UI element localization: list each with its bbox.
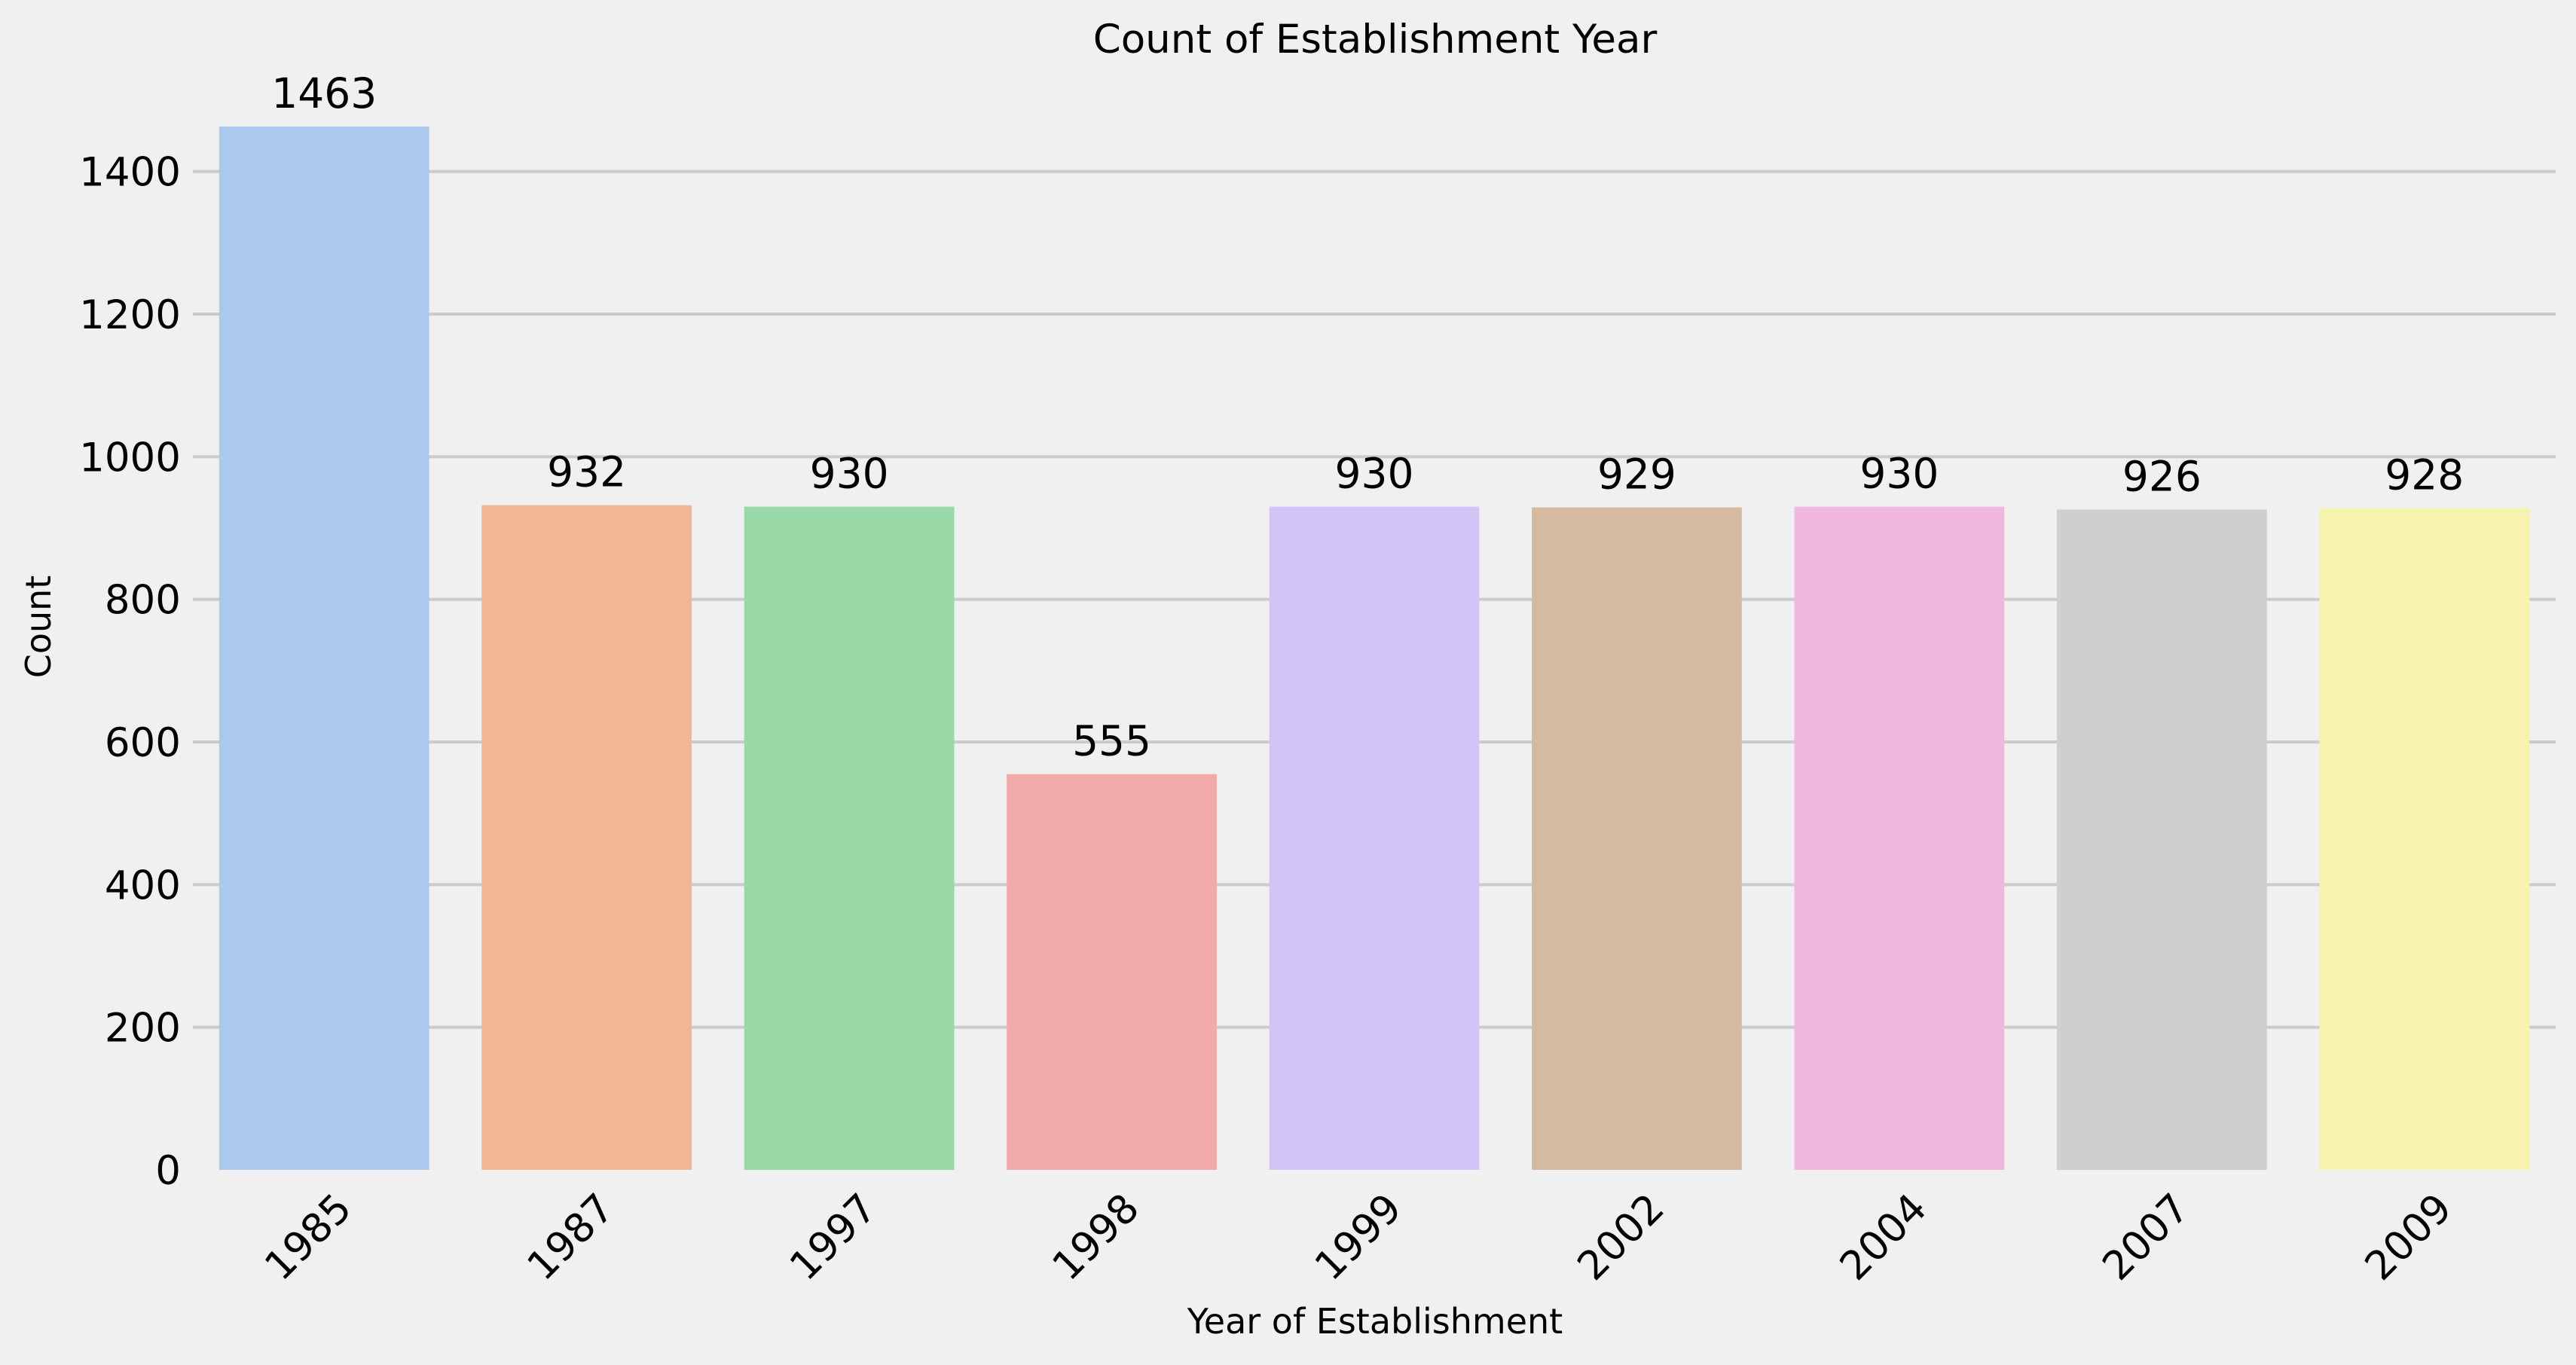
y-tick-label: 1200 <box>79 292 181 338</box>
y-tick-label: 0 <box>155 1148 181 1194</box>
bar-2002 <box>1532 507 1742 1170</box>
data-label: 930 <box>1335 450 1414 498</box>
x-axis-label: Year of Establishment <box>1187 1301 1563 1342</box>
data-label: 930 <box>810 450 889 498</box>
bar-2007 <box>2056 509 2267 1170</box>
bar-2009 <box>2319 508 2530 1170</box>
data-label: 1463 <box>271 69 377 118</box>
chart-title: Count of Establishment Year <box>1093 17 1658 63</box>
bar-2004 <box>1794 506 2005 1170</box>
data-label: 929 <box>1597 450 1676 499</box>
bar-1997 <box>744 506 955 1170</box>
bar-1987 <box>481 505 692 1170</box>
y-tick-label: 1400 <box>79 150 181 196</box>
data-label: 932 <box>547 448 626 496</box>
bar-1998 <box>1007 774 1217 1170</box>
y-tick-label: 1000 <box>79 435 181 481</box>
bar-1999 <box>1269 506 1480 1170</box>
bars <box>218 127 2530 1170</box>
bar-1985 <box>218 127 429 1170</box>
y-axis-label: Count <box>18 576 59 679</box>
data-label: 928 <box>2385 450 2464 499</box>
data-label: 555 <box>1072 717 1151 765</box>
y-axis-ticks: 0 200 400 600 800 1000 1200 1400 <box>79 150 181 1194</box>
y-tick-label: 200 <box>105 1006 181 1052</box>
y-tick-label: 400 <box>105 863 181 908</box>
data-label: 926 <box>2122 452 2202 500</box>
data-label: 930 <box>1859 450 1939 498</box>
y-tick-label: 600 <box>105 720 181 766</box>
data-labels: 1463 932 930 555 930 929 930 926 928 <box>271 69 2464 765</box>
y-tick-label: 800 <box>105 578 181 624</box>
